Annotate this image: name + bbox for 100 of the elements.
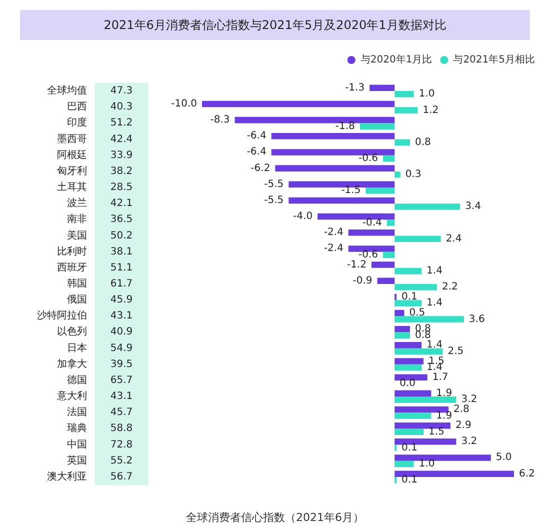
bar <box>394 342 422 348</box>
bar <box>386 220 395 226</box>
y-tick-label: 沙特阿拉伯 <box>37 310 87 322</box>
data-label: -0.4 <box>362 217 382 228</box>
data-label: -1.3 <box>345 82 365 94</box>
y-tick-label: 英国 <box>67 454 87 466</box>
y-tick-label: 西班牙 <box>57 261 87 274</box>
data-label: 1.9 <box>436 410 452 422</box>
data-label: 1.7 <box>432 372 448 383</box>
bar <box>271 133 395 140</box>
y-tick-label: 南非 <box>67 213 87 226</box>
bar <box>394 139 410 146</box>
bar <box>394 284 437 290</box>
data-label: 2.4 <box>446 233 462 244</box>
data-label: 1.4 <box>426 266 442 277</box>
y-tick-label: 中国 <box>67 438 87 450</box>
bar <box>394 470 514 477</box>
y-tick-label: 加拿大 <box>57 358 87 370</box>
data-label: 58.8 <box>110 423 133 434</box>
y-tick-label: 印度 <box>67 116 87 129</box>
data-label: 1.2 <box>422 104 439 116</box>
data-label: -4.0 <box>293 211 313 222</box>
bar <box>383 155 395 162</box>
y-tick-label: 俄国 <box>67 294 87 306</box>
data-label: 65.7 <box>110 374 133 386</box>
data-label: -1.2 <box>346 259 366 270</box>
bar <box>275 165 395 172</box>
bar <box>394 300 422 306</box>
bar <box>202 100 395 108</box>
data-label: 1.0 <box>418 88 435 100</box>
data-label: 43.1 <box>110 310 133 322</box>
data-label: 45.9 <box>110 294 133 306</box>
bar <box>394 358 424 364</box>
bar <box>348 246 395 252</box>
y-tick-label: 全球均值 <box>47 84 87 97</box>
data-label: 42.4 <box>110 134 133 145</box>
data-label: 51.2 <box>110 118 133 129</box>
data-label: -10.0 <box>171 98 197 110</box>
data-label: 2.2 <box>442 282 458 293</box>
data-label: 1.4 <box>426 298 442 309</box>
data-label: 50.2 <box>110 230 133 242</box>
data-label: 54.9 <box>110 342 133 354</box>
data-label: 3.2 <box>461 394 478 406</box>
data-label: -1.8 <box>335 120 355 132</box>
y-tick-label: 澳大利亚 <box>47 470 87 482</box>
data-label: -0.6 <box>358 249 378 260</box>
y-tick-label: 匈牙利 <box>57 164 87 177</box>
bar <box>394 460 414 468</box>
data-label: 2.5 <box>448 346 464 357</box>
bar <box>394 374 428 380</box>
data-label: 55.2 <box>110 455 133 466</box>
data-label: 0.1 <box>402 291 418 302</box>
y-tick-label: 巴西 <box>67 102 87 113</box>
bar <box>394 107 418 114</box>
data-label: -8.3 <box>210 114 230 126</box>
y-tick-label: 德国 <box>67 374 87 386</box>
y-tick-label: 土耳其 <box>57 181 87 194</box>
data-label: 1.4 <box>426 340 442 351</box>
y-tick-label: 韩国 <box>67 278 87 290</box>
y-tick-label: 比利时 <box>57 245 87 258</box>
y-tick-label: 波兰 <box>67 197 87 210</box>
data-label: 47.3 <box>110 86 133 97</box>
data-label: -2.4 <box>324 227 344 238</box>
y-tick-label: 墨西哥 <box>57 134 87 145</box>
data-label: 3.2 <box>461 436 478 448</box>
bar <box>394 332 410 339</box>
data-label: 43.1 <box>110 391 133 402</box>
data-label: 38.2 <box>110 166 133 177</box>
bar <box>394 236 441 242</box>
bar <box>370 84 395 92</box>
bar <box>394 268 422 274</box>
data-label: 1.5 <box>428 426 444 438</box>
bar <box>366 188 395 194</box>
bar <box>348 229 395 236</box>
bar <box>394 438 456 445</box>
text: 2021年6月消费者信心指数与2021年5月及2020年1月数据对比 <box>20 10 530 40</box>
bar <box>394 171 400 178</box>
legend-label: 与2021年5月相比 <box>453 54 535 66</box>
data-label: 0.3 <box>405 169 422 180</box>
data-label: 1.9 <box>436 388 452 399</box>
y-tick-label: 美国 <box>67 229 87 242</box>
data-label: 0.5 <box>409 308 426 319</box>
bar <box>318 213 395 220</box>
data-label: -5.5 <box>264 194 284 206</box>
bar <box>371 262 395 268</box>
bar <box>288 197 395 204</box>
bar <box>394 396 456 403</box>
bar <box>360 123 395 130</box>
data-label: 2.9 <box>455 420 472 432</box>
data-label: 5.0 <box>496 452 512 464</box>
y-tick-label: 意大利 <box>56 390 87 402</box>
data-label: 51.1 <box>110 262 133 274</box>
bar <box>394 412 432 419</box>
bar <box>394 310 404 316</box>
legend-label: 与2020年1月比 <box>360 54 432 66</box>
data-label: 0.1 <box>402 474 418 486</box>
y-tick-label: 法国 <box>67 406 87 418</box>
data-label: 38.1 <box>110 246 133 258</box>
y-tick-label: 日本 <box>67 342 87 354</box>
data-label: 0.0 <box>400 378 416 390</box>
